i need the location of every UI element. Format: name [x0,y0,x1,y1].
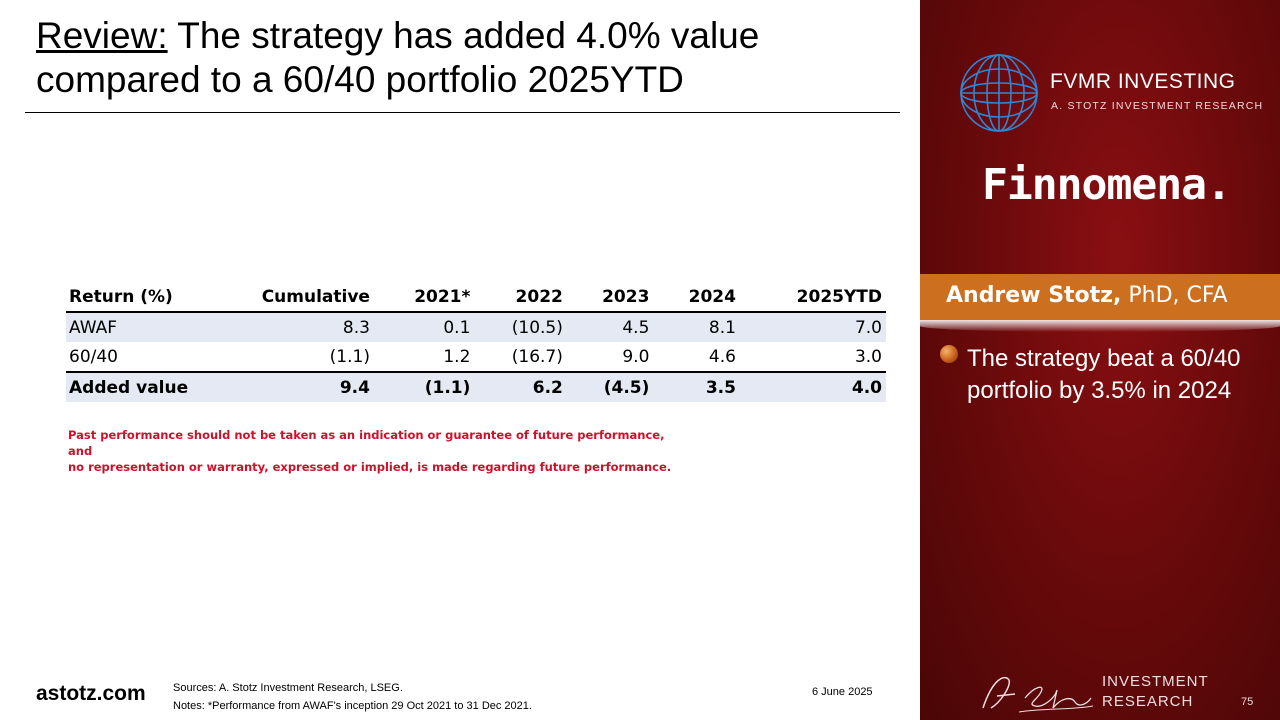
table-cell: 4.6 [708,346,736,367]
globe-icon [960,54,1038,132]
header-cumulative: Cumulative [192,282,374,313]
footer-notes: Sources: A. Stotz Investment Research, L… [173,679,532,715]
research-label-1: INVESTMENT [1102,673,1209,690]
header-2022: 2022 [474,282,567,313]
disclaimer-line-2: no representation or warranty, expressed… [68,460,672,474]
slide-title-text: The strategy has added 4.0% value compar… [36,15,760,100]
table-cell: (16.7) [511,346,563,367]
presenter-credentials: PhD, CFA [1121,283,1228,308]
table-row-awaf: AWAF 8.3 0.1 (10.5) 4.5 8.1 7.0 [66,312,886,342]
table-cell: 4.5 [566,312,654,342]
table-cell: 7.0 [739,312,886,342]
table-cell: 0.1 [373,312,475,342]
band-shadow [920,320,1280,332]
table-cell: 8.3 [192,312,374,342]
presenter-band: Andrew Stotz, PhD, CFA [920,274,1280,320]
side-panel: FVMR INVESTING A. STOTZ INVESTMENT RESEA… [920,0,1280,720]
title-divider [25,112,900,113]
signature-logo-icon [982,676,1094,713]
partner-logo: Finnomena. [982,160,1232,210]
slide-title-lead: Review: [36,15,168,56]
key-point: The strategy beat a 60/40 portfolio by 3… [967,345,1241,404]
slide-date: 6 June 2025 [812,686,873,698]
table-cell: (10.5) [474,312,567,342]
presenter-name: Andrew Stotz, [946,283,1122,308]
header-2023: 2023 [566,282,654,313]
notes-text: Notes: *Performance from AWAF's inceptio… [173,700,532,712]
table-header-row: Return (%) Cumulative 2021* 2022 2023 20… [66,282,886,313]
table-cell: 3.5 [653,371,740,402]
slide-title: Review: The strategy has added 4.0% valu… [36,14,896,102]
header-return: Return (%) [66,282,193,313]
header-2025ytd: 2025YTD [739,282,886,313]
table-cell: Added value [66,371,193,402]
table-cell: 1.2 [443,346,471,367]
table-cell: AWAF [66,312,193,342]
website-link[interactable]: astotz.com [36,682,146,705]
table-cell: (4.5) [566,371,654,402]
table-cell: 4.0 [739,371,886,402]
table-cell: 6.2 [474,371,567,402]
performance-disclaimer: Past performance should not be taken as … [68,427,688,475]
table-row-6040: 60/40 (1.1) 1.2 (16.7) 9.0 4.6 3.0 [66,342,886,372]
table-cell: (1.1) [373,371,475,402]
table-cell: 8.1 [653,312,740,342]
table-row-added-value: Added value 9.4 (1.1) 6.2 (4.5) 3.5 4.0 [66,371,886,402]
brand-name: FVMR INVESTING [1050,70,1236,93]
sources-text: Sources: A. Stotz Investment Research, L… [173,682,403,694]
table-cell: 9.4 [192,371,374,402]
table-cell: 9.0 [622,346,650,367]
disclaimer-line-1: Past performance should not be taken as … [68,428,665,458]
returns-table: Return (%) Cumulative 2021* 2022 2023 20… [66,282,886,402]
table-cell: 60/40 [69,346,118,367]
bullet-icon [940,345,958,363]
header-2024: 2024 [653,282,740,313]
research-label-2: RESEARCH [1102,693,1194,710]
brand-subtitle: A. STOTZ INVESTMENT RESEARCH [1051,100,1264,112]
page-number: 75 [1241,696,1254,708]
table-cell: (1.1) [329,346,370,367]
table-cell: 3.0 [854,346,882,367]
header-2021: 2021* [373,282,475,313]
